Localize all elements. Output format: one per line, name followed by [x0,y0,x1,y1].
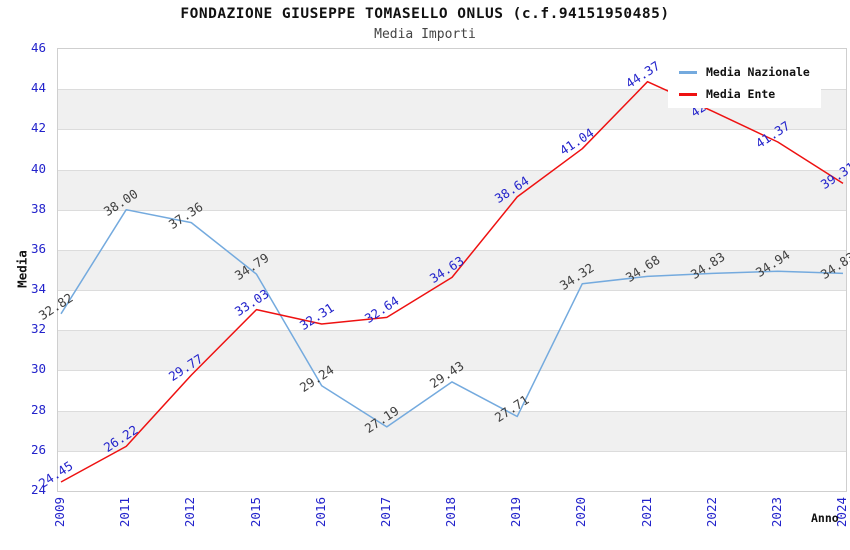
legend-line-swatch-icon [679,70,697,74]
plot-band [58,450,846,491]
gridline [58,290,846,292]
y-tick-label: 24 [30,482,46,497]
y-tick-label: 40 [30,160,46,176]
x-tick-label: 2011 [117,497,133,528]
plot-area [57,48,847,492]
x-tick-label: 2018 [443,497,458,528]
series-line-media-ente [60,80,844,483]
chart-title: FONDAZIONE GIUSEPPE TOMASELLO ONLUS (c.f… [180,6,670,22]
plot-band [58,169,846,210]
legend-item-media-nazionale: Media Nazionale [679,65,810,79]
x-tick-label: 2022 [703,497,719,528]
y-tick-label: 34 [30,281,46,297]
plot-band [58,249,846,291]
y-tick-label: 44 [30,80,46,96]
y-tick-label: 28 [30,401,46,417]
series-line-media-nazionale [60,208,844,428]
y-tick-label: 30 [30,361,46,377]
x-tick-label: 2016 [312,497,328,528]
legend: Media Nazionale Media Ente [668,58,821,108]
y-tick-label: 32 [30,321,46,337]
plot-band [58,209,846,250]
plot-band [58,410,846,451]
y-axis-title: Media [14,250,30,288]
gridline [58,249,846,251]
gridline [58,129,846,131]
legend-label: Media Ente [706,87,776,101]
legend-line-swatch-icon [679,92,697,96]
x-tick-label: 2015 [247,497,263,528]
legend-item-media-ente: Media Ente [679,87,810,101]
gridline [58,370,846,372]
y-tick-label: 36 [30,240,46,256]
gridline [58,89,846,91]
plot-band [58,290,846,331]
plot-band [58,330,846,371]
y-tick-label: 46 [30,40,46,55]
gridline [58,169,846,171]
gridline [58,330,846,332]
legend-label: Media Nazionale [706,65,810,79]
gridline [58,450,846,452]
x-tick-label: 2020 [573,497,589,528]
x-tick-label: 2017 [377,497,393,528]
chart-subtitle: Media Importi [374,27,476,42]
x-tick-label: 2019 [508,497,524,528]
y-tick-label: 38 [30,200,46,216]
gridline [58,410,846,412]
x-tick-label: 2021 [638,497,654,528]
x-tick-label: 2023 [768,497,784,528]
x-axis-title: Anno [811,511,839,525]
x-tick-label: 2009 [52,497,67,528]
x-tick-label: 2012 [182,497,198,528]
plot-band [58,129,846,170]
gridline [58,209,846,211]
y-tick-label: 26 [30,441,46,457]
y-tick-label: 42 [30,120,46,136]
